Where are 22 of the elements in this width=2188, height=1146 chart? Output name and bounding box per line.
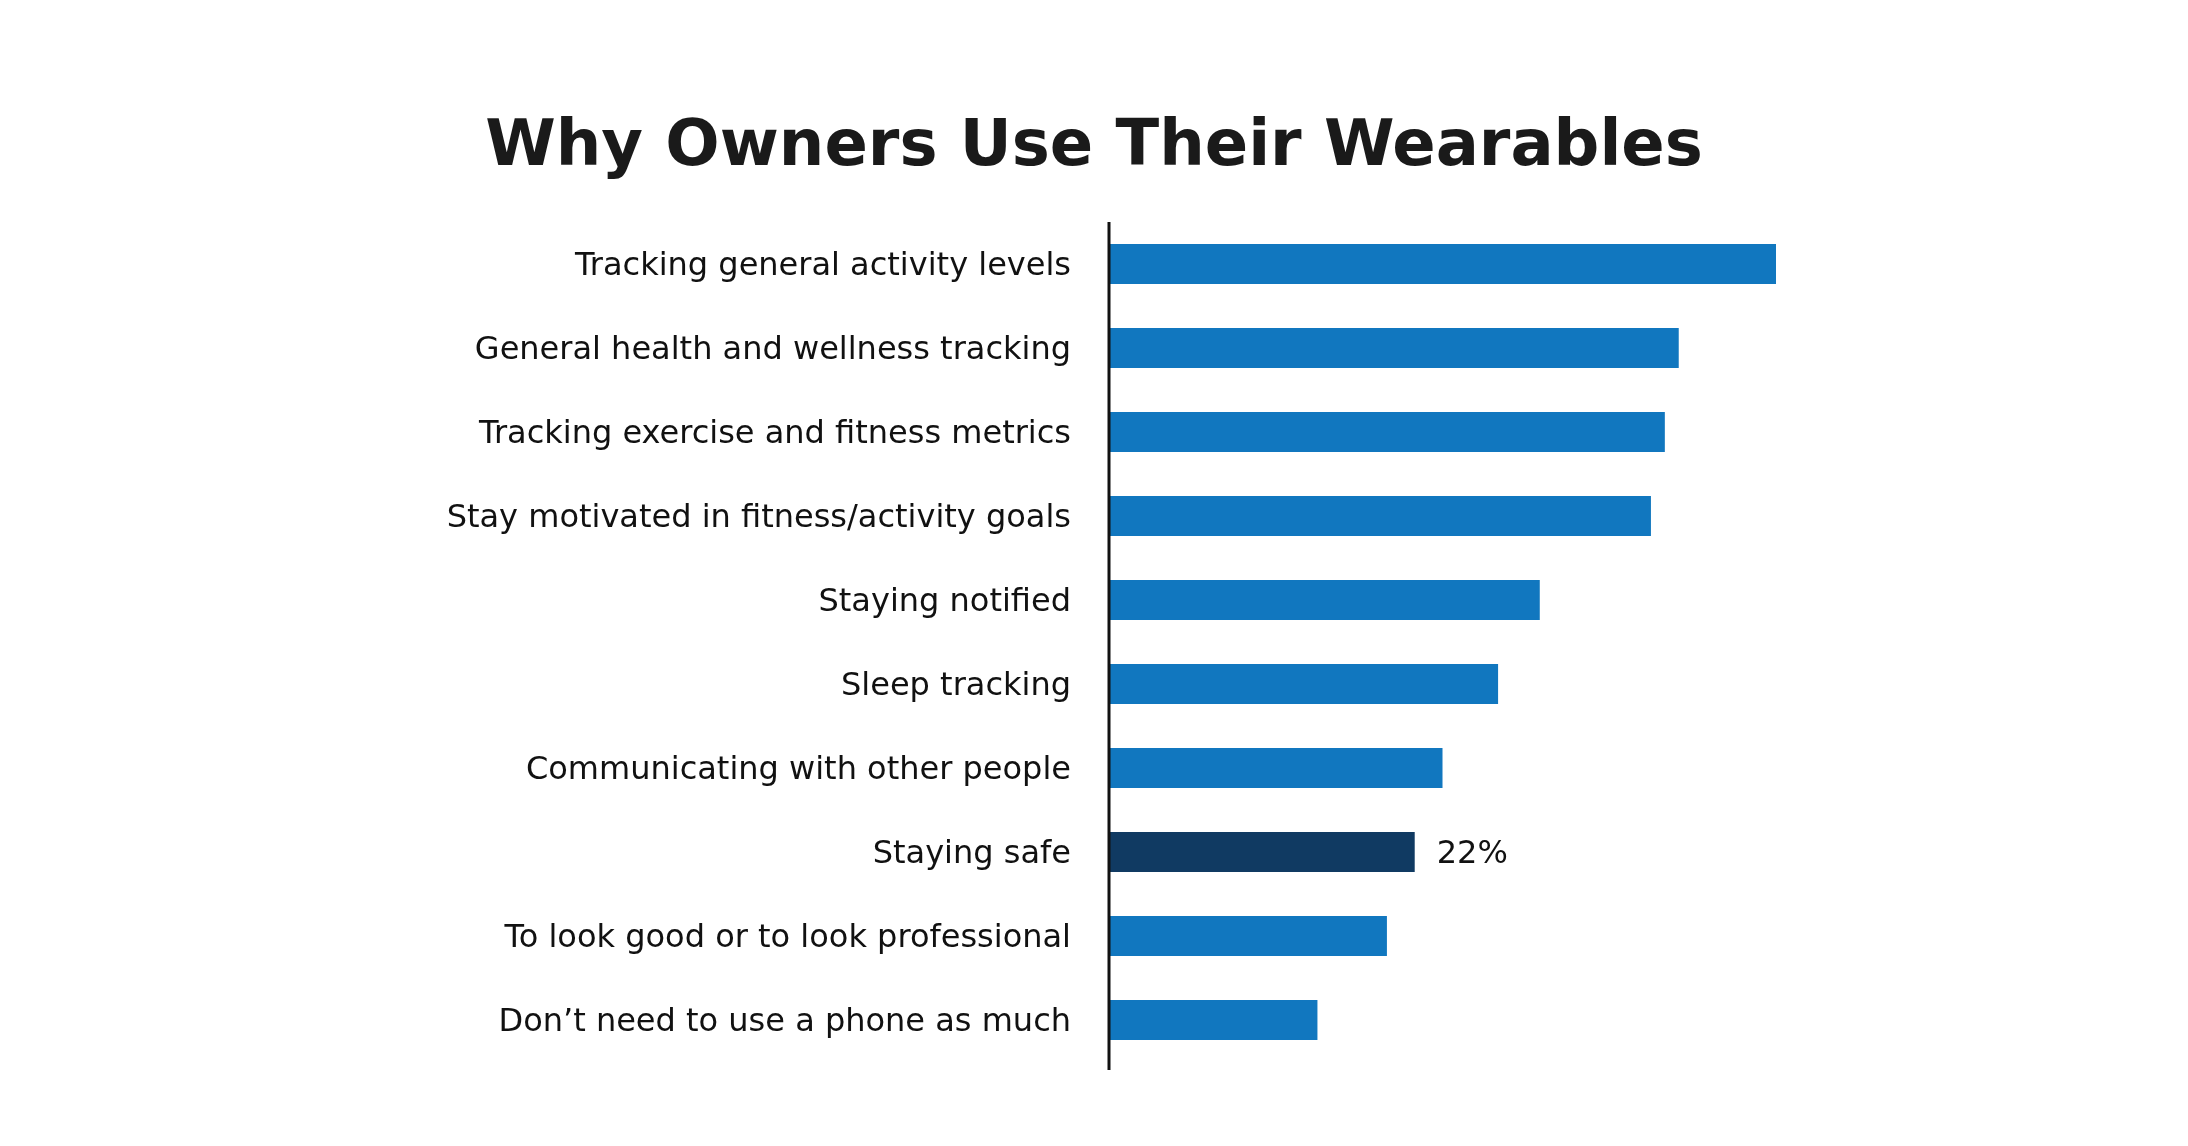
y-tick-label: General health and wellness tracking bbox=[474, 329, 1071, 368]
y-tick-label: Staying notified bbox=[818, 581, 1071, 620]
y-tick-label: Don’t need to use a phone as much bbox=[498, 1001, 1071, 1040]
y-tick-label: Tracking exercise and fitness metrics bbox=[478, 413, 1071, 452]
bar bbox=[1109, 412, 1665, 452]
bar bbox=[1109, 916, 1387, 956]
bar bbox=[1109, 664, 1499, 704]
data-label: 22% bbox=[1436, 833, 1508, 872]
y-tick-label: Sleep tracking bbox=[841, 665, 1071, 704]
bar bbox=[1109, 748, 1443, 788]
y-tick-label: Staying safe bbox=[872, 833, 1071, 872]
y-tick-label: Tracking general activity levels bbox=[573, 245, 1071, 284]
bar bbox=[1109, 496, 1651, 536]
chart-title: Why Owners Use Their Wearables bbox=[485, 106, 1703, 180]
bar bbox=[1109, 1000, 1318, 1040]
bar bbox=[1109, 244, 1776, 284]
bar bbox=[1109, 328, 1679, 368]
y-tick-label: Stay motivated in fitness/activity goals bbox=[446, 497, 1071, 536]
bar bbox=[1109, 580, 1540, 620]
y-tick-label: Communicating with other people bbox=[525, 749, 1071, 788]
bar bbox=[1109, 832, 1415, 872]
y-tick-label: To look good or to look professional bbox=[503, 917, 1071, 956]
